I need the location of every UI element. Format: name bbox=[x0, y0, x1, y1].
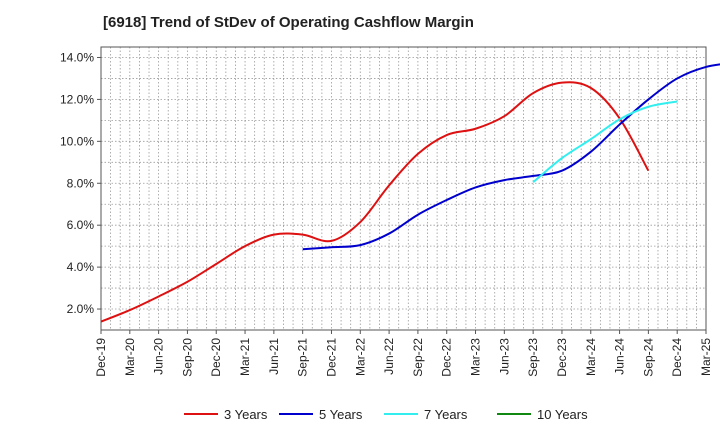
x-tick-label: Mar-23 bbox=[469, 338, 483, 376]
y-tick-label: 4.0% bbox=[67, 260, 95, 274]
y-tick-label: 14.0% bbox=[60, 50, 94, 64]
x-tick-label: Jun-22 bbox=[382, 338, 396, 375]
y-tick-label: 12.0% bbox=[60, 92, 94, 106]
y-tick-label: 2.0% bbox=[67, 302, 95, 316]
x-tick-label: Dec-20 bbox=[209, 338, 223, 377]
x-tick-label: Jun-23 bbox=[497, 338, 511, 375]
legend-label-5-years: 5 Years bbox=[319, 407, 363, 422]
y-tick-label: 6.0% bbox=[67, 218, 95, 232]
x-tick-label: Sep-20 bbox=[180, 338, 194, 377]
axes: 2.0% 4.0% 6.0% 8.0% 10.0% 12.0% 14.0% Dec-19 Mar… bbox=[60, 46, 713, 377]
series-line-5-years bbox=[302, 63, 720, 251]
legend-label-7-years: 7 Years bbox=[424, 407, 468, 422]
x-tick-label: Jun-21 bbox=[267, 338, 281, 375]
x-tick-label: Sep-23 bbox=[526, 338, 540, 377]
x-tick-label: Mar-21 bbox=[238, 338, 252, 376]
legend-label-3-years: 3 Years bbox=[224, 407, 268, 422]
chart-title: [6918] Trend of StDev of Operating Cashf… bbox=[103, 14, 474, 31]
series-lines bbox=[100, 63, 720, 323]
x-tick-label: Dec-21 bbox=[324, 338, 338, 377]
x-tick-label: Dec-24 bbox=[670, 338, 684, 377]
x-tick-label: Sep-21 bbox=[296, 338, 310, 377]
series-line-3-years bbox=[100, 81, 650, 323]
series-line-7-years bbox=[532, 100, 678, 183]
x-tick-label: Mar-22 bbox=[353, 338, 367, 376]
plot-frame bbox=[100, 46, 707, 331]
x-tick-label: Mar-25 bbox=[699, 338, 713, 376]
x-tick-label: Mar-24 bbox=[584, 338, 598, 376]
grid-lines bbox=[100, 47, 707, 331]
x-tick-label: Jun-20 bbox=[152, 338, 166, 375]
y-tick-label: 10.0% bbox=[60, 134, 94, 148]
x-tick-label: Jun-24 bbox=[613, 338, 627, 375]
x-tick-label: Dec-19 bbox=[94, 338, 108, 377]
y-tick-label: 8.0% bbox=[67, 176, 95, 190]
x-tick-label: Dec-23 bbox=[555, 338, 569, 377]
legend: 3 Years 5 Years 7 Years 10 Years bbox=[184, 407, 588, 422]
x-tick-label: Sep-22 bbox=[411, 338, 425, 377]
x-tick-label: Dec-22 bbox=[440, 338, 454, 377]
x-tick-label: Sep-24 bbox=[641, 338, 655, 377]
x-tick-label: Mar-20 bbox=[123, 338, 137, 376]
legend-label-10-years: 10 Years bbox=[537, 407, 588, 422]
